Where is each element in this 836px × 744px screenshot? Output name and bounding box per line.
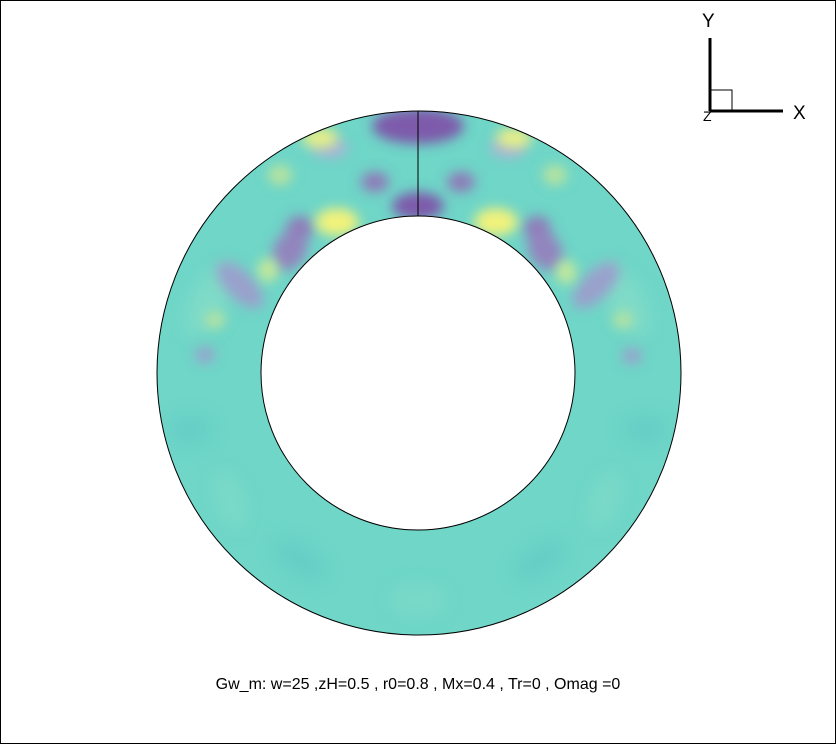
y-axis-label: Y xyxy=(702,11,715,32)
contour-field xyxy=(168,111,667,616)
axes-triad: Y X Z xyxy=(702,11,806,124)
inner-boundary xyxy=(260,215,576,531)
plot-caption: Gw_m: w=25 ,zH=0.5 , r0=0.8 , Mx=0.4 , T… xyxy=(215,676,621,693)
annulus-fill xyxy=(157,111,681,635)
outer-boundary xyxy=(156,110,682,636)
x-axis-label: X xyxy=(793,103,806,124)
z-axis-label: Z xyxy=(703,108,712,124)
